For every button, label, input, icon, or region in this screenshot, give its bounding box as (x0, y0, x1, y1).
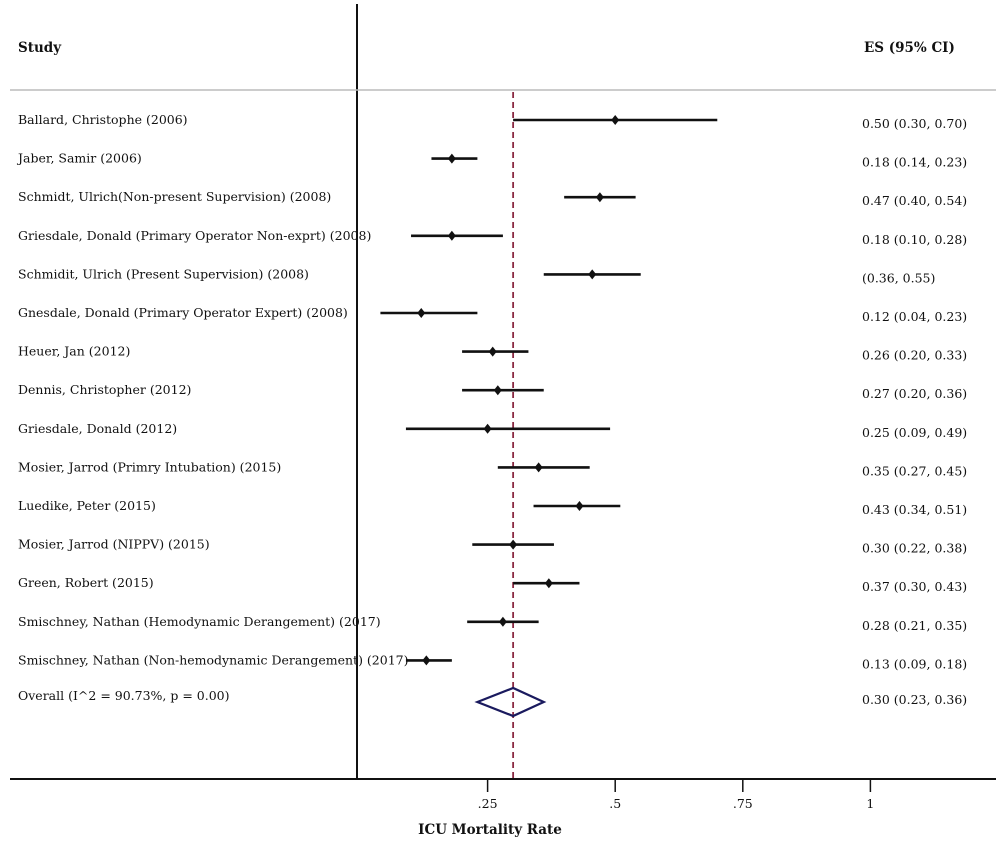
x-axis-ticks: .25 .5 .75 1 (478, 779, 874, 811)
study-rows: Ballard, Christophe (2006) 0.50 (0.30, 0.… (16, 112, 967, 718)
study-label: Smischney, Nathan (Hemodynamic Derangeme… (18, 614, 381, 629)
x-tick-label: .75 (733, 796, 753, 811)
study-label: Mosier, Jarrod (Primry Intubation) (2015… (18, 459, 281, 474)
overall-row: Overall (I^2 = 90.73%, p = 0.00) 0.30 (0.… (18, 686, 967, 718)
study-ci-text: (0.36, 0.55) (862, 270, 935, 285)
study-label: Green, Robert (2015) (18, 575, 154, 590)
overall-diamond (474, 686, 547, 718)
study-row: Smischney, Nathan (Hemodynamic Derangeme… (18, 614, 967, 633)
x-tick-label: .25 (478, 796, 498, 811)
study-row: Mosier, Jarrod (Primry Intubation) (2015… (18, 459, 967, 478)
study-row: Mosier, Jarrod (NIPPV) (2015) 0.30 (0.22,… (18, 537, 967, 556)
effect-size-marker (447, 153, 456, 164)
x-tick-label: 1 (866, 796, 874, 811)
effect-size-marker (447, 230, 456, 241)
study-row: Heuer, Jan (2012) 0.26 (0.20, 0.33) (18, 344, 967, 363)
overall-label: Overall (I^2 = 90.73%, p = 0.00) (18, 688, 230, 703)
study-row: Green, Robert (2015) 0.37 (0.30, 0.43) (18, 575, 967, 594)
effect-size-marker (509, 539, 518, 550)
study-row: Griesdale, Donald (2012) 0.25 (0.09, 0.49… (18, 421, 967, 440)
study-row: Jaber, Samir (2006) 0.18 (0.14, 0.23) (16, 151, 967, 170)
study-label: Griesdale, Donald (2012) (18, 421, 177, 436)
study-ci-text: 0.13 (0.09, 0.18) (862, 656, 967, 671)
study-label: Gnesdale, Donald (Primary Operator Exper… (18, 305, 348, 320)
study-row: Griesdale, Donald (Primary Operator Non-… (18, 228, 967, 247)
study-column-header: Study (18, 40, 62, 56)
study-ci-text: 0.47 (0.40, 0.54) (862, 193, 967, 208)
effect-size-marker (611, 115, 620, 125)
study-label: Luedike, Peter (2015) (18, 498, 156, 513)
study-ci-text: 0.27 (0.20, 0.36) (862, 386, 967, 401)
effect-size-marker (417, 308, 426, 318)
study-label: Dennis, Christopher (2012) (18, 382, 191, 397)
study-row: Luedike, Peter (2015) 0.43 (0.34, 0.51) (18, 498, 967, 517)
study-ci-text: 0.37 (0.30, 0.43) (862, 579, 967, 594)
es-column-header: ES (95% CI) (864, 40, 955, 56)
study-row: Schmidt, Ulrich(Non-present Supervision)… (18, 189, 967, 208)
study-label: Mosier, Jarrod (NIPPV) (2015) (18, 537, 210, 552)
study-row: Schmidit, Ulrich (Present Supervision) (… (18, 266, 935, 285)
x-tick-label: .5 (609, 796, 621, 811)
effect-size-marker (483, 423, 492, 434)
study-row: Ballard, Christophe (2006) 0.50 (0.30, 0.… (18, 112, 967, 131)
effect-size-marker (544, 578, 553, 589)
study-ci-text: 0.18 (0.10, 0.28) (862, 232, 967, 247)
study-label: Jaber, Samir (2006) (16, 151, 142, 166)
study-ci-text: 0.25 (0.09, 0.49) (862, 425, 967, 440)
overall-ci-text: 0.30 (0.23, 0.36) (862, 692, 967, 707)
study-ci-text: 0.43 (0.34, 0.51) (862, 502, 967, 517)
effect-size-marker (588, 269, 597, 280)
effect-size-marker (595, 192, 604, 203)
study-ci-text: 0.12 (0.04, 0.23) (862, 309, 967, 324)
study-label: Griesdale, Donald (Primary Operator Non-… (18, 228, 371, 243)
study-label: Smischney, Nathan (Non-hemodynamic Deran… (18, 652, 409, 667)
effect-size-marker (534, 462, 543, 473)
effect-size-marker (488, 346, 497, 357)
study-ci-text: 0.35 (0.27, 0.45) (862, 463, 967, 478)
study-ci-text: 0.18 (0.14, 0.23) (862, 155, 967, 170)
effect-size-marker (493, 385, 502, 396)
study-ci-text: 0.30 (0.22, 0.38) (862, 541, 967, 556)
study-label: Schmidt, Ulrich(Non-present Supervision)… (18, 189, 331, 204)
effect-size-marker (498, 616, 507, 627)
study-ci-text: 0.26 (0.20, 0.33) (862, 348, 967, 363)
study-row: Gnesdale, Donald (Primary Operator Exper… (18, 305, 967, 324)
study-label: Schmidit, Ulrich (Present Supervision) (… (18, 266, 309, 281)
x-axis-label: ICU Mortality Rate (418, 822, 562, 838)
effect-size-marker (575, 501, 584, 511)
study-label: Heuer, Jan (2012) (18, 344, 130, 359)
study-ci-text: 0.28 (0.21, 0.35) (862, 618, 967, 633)
study-label: Ballard, Christophe (2006) (18, 112, 188, 127)
study-ci-text: 0.50 (0.30, 0.70) (862, 116, 967, 131)
study-row: Smischney, Nathan (Non-hemodynamic Deran… (18, 652, 967, 671)
effect-size-marker (422, 655, 431, 666)
study-row: Dennis, Christopher (2012) 0.27 (0.20, 0.… (18, 382, 967, 401)
